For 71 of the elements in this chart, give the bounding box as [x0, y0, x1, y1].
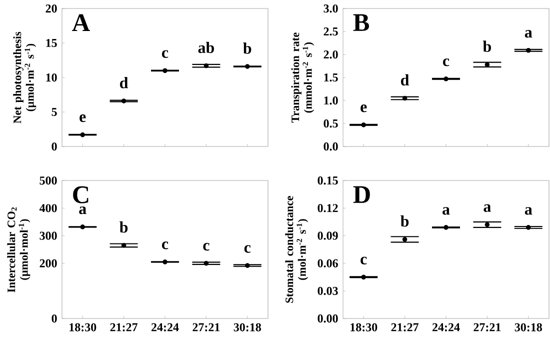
x-tick-label: 21:27 — [110, 323, 138, 332]
x-tick-label: 30:18 — [234, 323, 261, 332]
annotation: c — [442, 58, 450, 66]
annotation: c — [244, 245, 251, 254]
x-tick-label: 27:21 — [192, 323, 220, 332]
annotation: a — [484, 204, 491, 212]
y-tick-label: 10 — [46, 74, 57, 82]
annotation: c — [360, 256, 367, 265]
point — [121, 98, 126, 104]
point — [244, 64, 250, 70]
y-tick-label: 20 — [46, 4, 57, 13]
point — [162, 260, 168, 265]
annotation: a — [442, 207, 450, 215]
annotation: e — [80, 114, 86, 122]
annotation: B — [353, 14, 370, 32]
point — [121, 243, 126, 248]
y-tick-label: 2.0 — [324, 50, 338, 59]
point — [526, 48, 531, 54]
x-tick-label: 21:27 — [391, 323, 419, 332]
annotation: d — [120, 77, 128, 88]
point — [444, 225, 448, 230]
annotation: C — [73, 186, 88, 204]
annotation: D — [353, 186, 370, 204]
y-tick-label: 2.5 — [324, 28, 338, 36]
annotation: c — [203, 243, 210, 251]
point — [162, 68, 168, 74]
annotation: A — [72, 14, 90, 32]
annotation: b — [243, 42, 252, 54]
annotation: b — [400, 216, 409, 227]
annotation: b — [120, 222, 128, 233]
annotation: c — [162, 50, 168, 58]
point — [402, 237, 408, 242]
x-tick-label: 24:24 — [152, 323, 179, 332]
y-tick-label: 15 — [46, 39, 57, 48]
y-tick-label: 0.0 — [324, 142, 338, 151]
y-tick-label: 0.12 — [318, 204, 338, 212]
y-tick-label: 5 — [52, 108, 57, 116]
x-tick-label: 24:24 — [432, 323, 460, 332]
annotation: a — [79, 206, 86, 214]
annotation: a — [524, 207, 532, 215]
y-tick-label: 1.5 — [324, 74, 338, 82]
y-tick-label: 400 — [39, 204, 57, 212]
point — [444, 76, 448, 82]
y-tick-label: 0.03 — [318, 287, 338, 296]
point — [361, 122, 366, 128]
annotation: a — [524, 30, 532, 38]
x-tick-label: 30:18 — [514, 323, 542, 332]
point — [526, 225, 531, 230]
x-tick-label: 18:30 — [70, 323, 96, 332]
y-tick-label: 0.15 — [318, 176, 338, 185]
annotation: d — [401, 74, 410, 86]
y-tick-label: 0.09 — [318, 232, 338, 240]
y-tick-label: 0.5 — [324, 120, 338, 128]
y-tick-label: 0 — [52, 142, 57, 151]
x-tick-label: 18:30 — [350, 323, 378, 332]
point — [244, 263, 250, 268]
annotation: e — [360, 104, 367, 112]
annotation: ab — [198, 42, 214, 54]
annotation: b — [482, 40, 491, 52]
y-tick-label: 200 — [40, 260, 57, 268]
y-tick-label: 3.0 — [324, 4, 338, 13]
y-tick-label: 500 — [40, 176, 57, 185]
y-tick-label: 0 — [52, 314, 57, 323]
y-tick-label: 300 — [40, 232, 57, 240]
x-tick-label: 27:21 — [474, 323, 501, 332]
y-tick-label: 1.0 — [324, 96, 338, 105]
point — [361, 274, 366, 280]
annotation: c — [162, 242, 168, 250]
y-tick-label: 0.00 — [318, 314, 338, 323]
point — [80, 224, 86, 230]
y-tick-label: 0.06 — [318, 259, 338, 268]
